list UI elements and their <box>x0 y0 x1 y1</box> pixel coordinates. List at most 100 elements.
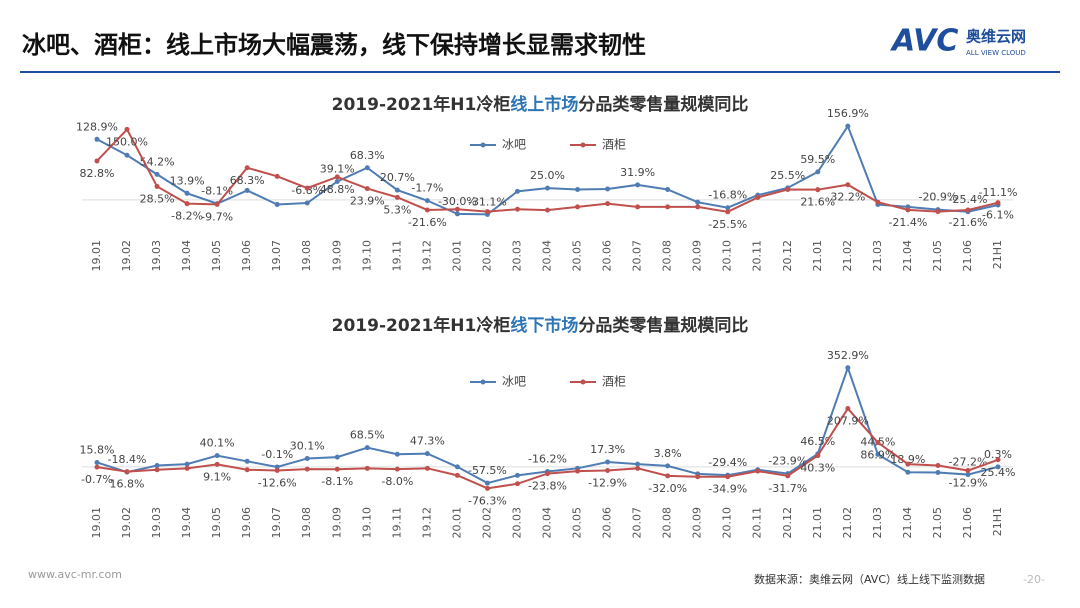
legend-marker <box>580 142 586 148</box>
data-label: 352.9% <box>827 349 869 362</box>
data-point <box>244 165 250 171</box>
x-tick-label: 20.01 <box>450 507 463 539</box>
data-point <box>695 474 701 480</box>
data-point <box>695 204 701 210</box>
data-point <box>304 185 310 191</box>
data-label: 30.1% <box>290 439 325 452</box>
x-tick-label: 19.09 <box>330 507 343 539</box>
data-point <box>394 466 400 472</box>
data-point <box>785 186 791 192</box>
data-point <box>454 206 460 212</box>
data-label: -9.7% <box>201 210 233 223</box>
data-label: -30.0% <box>438 195 477 208</box>
data-label: 40.3% <box>800 462 835 475</box>
data-label: 28.5% <box>140 192 175 205</box>
data-point <box>484 209 490 215</box>
x-tick-label: 20.11 <box>751 507 764 539</box>
data-point <box>484 480 490 486</box>
data-label: -18.4% <box>108 453 147 466</box>
data-label: -21.6% <box>408 216 447 229</box>
data-point <box>364 445 370 451</box>
data-label: -8.1% <box>321 475 353 488</box>
x-tick-label: 20.12 <box>781 240 794 272</box>
data-label: -25.5% <box>708 218 747 231</box>
x-tick-label: 19.05 <box>210 507 223 539</box>
data-point <box>965 468 971 474</box>
data-label: 150.0% <box>106 135 148 148</box>
x-tick-label: 19.05 <box>210 240 223 272</box>
data-label: -23.9% <box>768 455 807 468</box>
data-label: 82.8% <box>80 167 115 180</box>
data-point <box>154 171 160 177</box>
x-tick-label: 19.12 <box>420 507 433 539</box>
data-label: -29.4% <box>708 456 747 469</box>
data-label: -31.1% <box>468 195 507 208</box>
data-label: 68.3% <box>230 174 265 187</box>
x-tick-label: 21.04 <box>901 507 914 539</box>
x-tick-label: 20.01 <box>450 240 463 272</box>
data-point <box>94 464 100 470</box>
data-point <box>965 472 971 478</box>
data-label: 17.3% <box>590 443 625 456</box>
data-label: 0.3% <box>984 448 1012 461</box>
data-point <box>214 453 220 459</box>
x-tick-label: 19.02 <box>120 507 133 539</box>
x-tick-label: 20.04 <box>541 240 554 272</box>
x-tick-label: 19.08 <box>300 240 313 272</box>
data-label: -1.7% <box>411 182 443 195</box>
x-tick-label: 20.06 <box>601 240 614 272</box>
x-tick-label: 21.05 <box>931 507 944 539</box>
data-label: 47.3% <box>410 435 445 448</box>
data-point <box>94 459 100 465</box>
chart-title: 2019-2021年H1冷柜线上市场分品类零售量规模同比 <box>332 94 749 115</box>
data-point <box>905 469 911 475</box>
data-point <box>815 169 821 175</box>
data-point <box>334 454 340 460</box>
x-tick-label: 19.01 <box>90 507 103 539</box>
x-tick-label: 21.06 <box>961 240 974 272</box>
data-label: -16.8% <box>708 189 747 202</box>
data-label: 68.5% <box>350 429 385 442</box>
data-point <box>424 198 430 204</box>
data-label: 18.9% <box>890 453 925 466</box>
data-point <box>244 458 250 464</box>
logo: AVC <box>890 24 958 59</box>
data-label: 68.3% <box>350 149 385 162</box>
x-tick-label: 20.09 <box>691 507 704 539</box>
data-point <box>575 468 581 474</box>
data-label: -32.0% <box>648 482 687 495</box>
data-label: 46.5% <box>800 435 835 448</box>
data-point <box>514 206 520 212</box>
x-tick-label: 20.07 <box>631 507 644 539</box>
x-tick-label: 19.06 <box>240 507 253 539</box>
footer-page: -20- <box>1023 573 1045 586</box>
data-point <box>575 204 581 210</box>
data-point <box>304 200 310 206</box>
data-label: -12.6% <box>258 476 297 489</box>
data-label: -27.2% <box>949 456 988 469</box>
data-point <box>124 152 130 158</box>
x-tick-label: 19.07 <box>270 240 283 272</box>
data-point <box>545 471 550 477</box>
data-label: -12.9% <box>949 477 988 490</box>
x-tick-label: 19.01 <box>90 240 103 272</box>
data-label: 156.9% <box>827 107 869 120</box>
x-tick-label: 19.09 <box>330 240 343 272</box>
chart-title-part: 分品类零售量规模同比 <box>578 315 748 336</box>
x-tick-label: 19.03 <box>150 507 163 539</box>
x-tick-label: 21.03 <box>871 240 884 272</box>
data-label: -57.5% <box>468 464 507 477</box>
data-point <box>244 467 250 473</box>
data-point <box>514 188 520 194</box>
x-tick-label: 20.06 <box>601 507 614 539</box>
data-label: 15.8% <box>80 443 115 456</box>
chart-title-part: 线上市场 <box>510 94 578 115</box>
data-point <box>815 187 821 193</box>
legend-marker <box>480 142 486 148</box>
data-point <box>755 468 761 474</box>
x-tick-label: 21.01 <box>811 507 824 539</box>
data-label: 25.4% <box>981 466 1016 479</box>
data-point <box>184 461 190 467</box>
x-tick-label: 21.06 <box>961 507 974 539</box>
data-point <box>334 466 340 472</box>
